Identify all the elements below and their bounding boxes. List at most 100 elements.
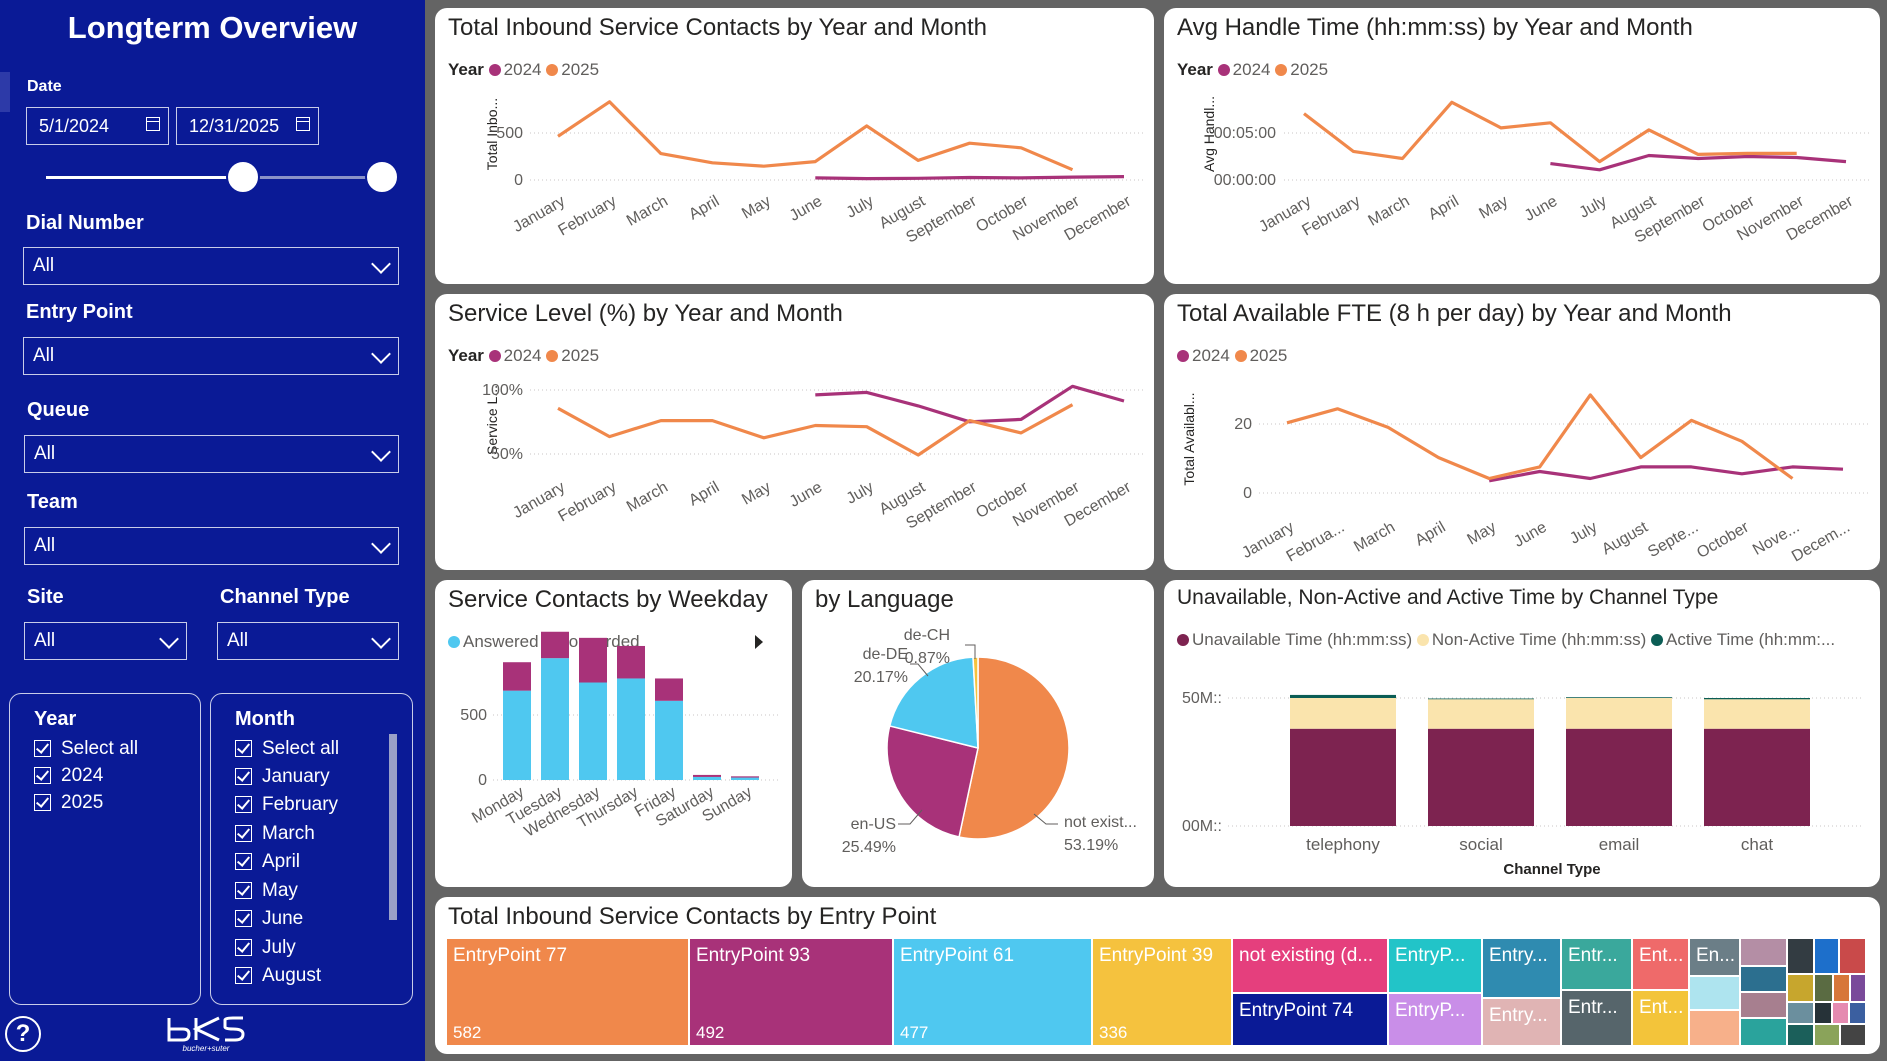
calendar-icon[interactable]	[296, 117, 310, 131]
treemap-tile[interactable]	[1741, 939, 1788, 967]
card-title: Total Inbound Service Contacts by Entry …	[448, 903, 937, 930]
treemap-tile[interactable]: EntryPoint 74	[1233, 994, 1389, 1047]
checkbox-checked[interactable]	[34, 740, 51, 757]
team-dropdown[interactable]: All	[24, 527, 399, 565]
checkbox-checked[interactable]	[235, 882, 252, 899]
x-tick-label: July	[1567, 519, 1600, 548]
slicer-scrollbar[interactable]	[389, 734, 397, 920]
treemap-tile[interactable]	[1690, 1011, 1741, 1047]
dial-number-dropdown[interactable]: All	[23, 247, 399, 285]
treemap-tile[interactable]	[1841, 1025, 1867, 1047]
month-option[interactable]: January	[235, 765, 330, 789]
date-slider-end-handle[interactable]	[365, 160, 399, 194]
pie-value-label: 53.19%	[1064, 837, 1118, 854]
checkbox-checked[interactable]	[235, 853, 252, 870]
month-option[interactable]: August	[235, 964, 321, 988]
treemap-tile[interactable]: Entry...	[1483, 939, 1562, 999]
year-option-select-all[interactable]: Select all	[34, 737, 138, 761]
legend-next-arrow-icon[interactable]	[755, 635, 763, 649]
x-tick-label: June	[787, 479, 826, 511]
treemap-tile[interactable]: Ent...	[1633, 939, 1690, 991]
calendar-icon[interactable]	[146, 117, 160, 131]
x-tick-label: July	[844, 193, 877, 222]
treemap-tile[interactable]	[1741, 967, 1788, 993]
site-dropdown[interactable]: All	[24, 622, 187, 660]
x-tick-label: June	[787, 193, 826, 225]
pie-chart[interactable]: not exist... 53.19% en-US 25.49% de-DE 20.17%…	[802, 580, 1154, 887]
month-option[interactable]: April	[235, 850, 300, 874]
stacked-bar-chart[interactable]: 50M::00M::telephony social email chatChanne…	[1164, 580, 1880, 887]
treemap-tile[interactable]	[1815, 975, 1834, 1003]
date-to-input[interactable]: 12/31/2025	[176, 107, 319, 145]
x-tick-label: Februa...	[1284, 519, 1348, 566]
year-option-2025[interactable]: 2025	[34, 791, 103, 815]
treemap-tile[interactable]: EntryPoint 61 477	[894, 939, 1093, 1047]
treemap-tile[interactable]: Entr...	[1562, 939, 1633, 991]
treemap-tile[interactable]	[1788, 975, 1815, 1003]
treemap-tile[interactable]	[1741, 993, 1788, 1019]
treemap-tile[interactable]: EntryPoint 77 582	[447, 939, 690, 1047]
treemap-tile[interactable]	[1788, 1003, 1815, 1025]
treemap-tile[interactable]: Entr...	[1562, 991, 1633, 1047]
month-slicer-title: Month	[235, 708, 295, 730]
treemap-tile[interactable]	[1833, 1003, 1850, 1025]
checkbox-checked[interactable]	[235, 796, 252, 813]
treemap-tile[interactable]	[1741, 1019, 1788, 1047]
y-tick-label: 50M::	[1182, 690, 1222, 707]
x-axis-title: Channel Type	[1503, 861, 1600, 878]
treemap-tile[interactable]	[1851, 975, 1867, 1003]
checkbox-checked[interactable]	[235, 967, 252, 984]
month-option[interactable]: June	[235, 907, 303, 931]
date-from-input[interactable]: 5/1/2024	[26, 107, 169, 145]
checkbox-checked[interactable]	[235, 939, 252, 956]
treemap-tile[interactable]	[1815, 1003, 1833, 1025]
treemap-tile[interactable]	[1834, 975, 1851, 1003]
entry-point-dropdown[interactable]: All	[23, 337, 399, 375]
treemap-tile[interactable]	[1788, 1025, 1815, 1047]
treemap-tile[interactable]: En...	[1690, 939, 1741, 977]
checkbox-checked[interactable]	[235, 825, 252, 842]
treemap-tile[interactable]	[1815, 939, 1840, 975]
site-label: Site	[27, 586, 64, 608]
checkbox-checked[interactable]	[34, 767, 51, 784]
line-chart[interactable]: Avg Handl...00:05:0000:00:00JanuaryFebru…	[1164, 8, 1880, 284]
x-tick-label: social	[1459, 835, 1502, 854]
month-option[interactable]: July	[235, 936, 296, 960]
month-option-select-all[interactable]: Select all	[235, 737, 339, 761]
pie-slice-en-US	[886, 725, 979, 838]
treemap-tile[interactable]	[1788, 939, 1815, 975]
checkbox-checked[interactable]	[34, 794, 51, 811]
treemap-tile[interactable]: EntryPoint 39 336	[1093, 939, 1233, 1047]
bar-chart[interactable]: 5000MondayTuesdayWednesdayThursdayFriday…	[435, 580, 792, 887]
checkbox-checked[interactable]	[235, 910, 252, 927]
collapse-tab[interactable]	[0, 72, 10, 112]
month-option[interactable]: March	[235, 822, 315, 846]
x-tick-label: May	[739, 193, 774, 223]
checkbox-checked[interactable]	[235, 768, 252, 785]
pie-value-label: 25.49%	[842, 839, 896, 856]
bar-segment	[1566, 728, 1672, 826]
treemap-tile[interactable]	[1850, 1003, 1867, 1025]
month-option[interactable]: May	[235, 879, 298, 903]
treemap-tile[interactable]: EntryP...	[1389, 994, 1483, 1047]
treemap-tile[interactable]: EntryP...	[1389, 939, 1483, 994]
checkbox-checked[interactable]	[235, 740, 252, 757]
treemap-tile[interactable]	[1690, 977, 1741, 1011]
treemap-tile[interactable]	[1815, 1025, 1841, 1047]
date-slider-start-handle[interactable]	[226, 160, 260, 194]
treemap-tile[interactable]: EntryPoint 93 492	[690, 939, 894, 1047]
channel-type-dropdown[interactable]: All	[217, 622, 399, 660]
treemap-tile[interactable]: Entry...	[1483, 999, 1562, 1047]
treemap-tile[interactable]: Ent...	[1633, 991, 1690, 1047]
queue-dropdown[interactable]: All	[24, 435, 399, 473]
month-option[interactable]: February	[235, 793, 338, 817]
chevron-down-icon	[371, 442, 391, 462]
treemap-tile[interactable]	[1840, 939, 1867, 975]
help-icon[interactable]: ?	[5, 1016, 41, 1052]
year-option-2024[interactable]: 2024	[34, 764, 103, 788]
treemap[interactable]: EntryPoint 77 582 EntryPoint 93 492 EntryP…	[447, 939, 1867, 1047]
treemap-tile[interactable]: not existing (d...	[1233, 939, 1389, 994]
